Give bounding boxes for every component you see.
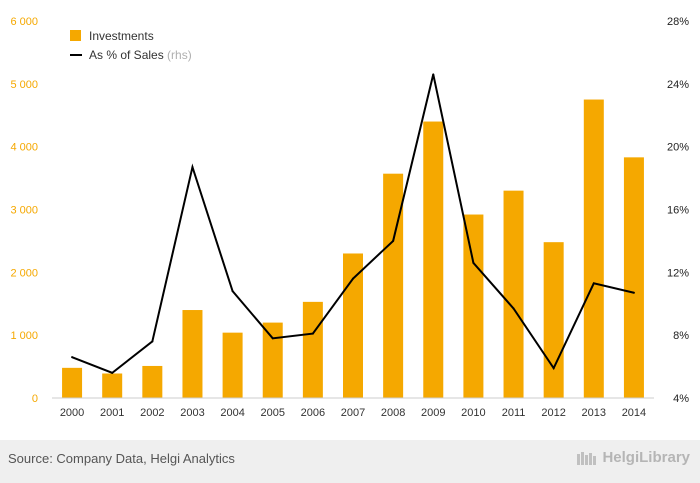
point-percent-of-sales-2013	[592, 282, 595, 285]
legend-swatch-investments	[70, 30, 81, 41]
x-axis-labels: 2000 2001 2002 2003 2004 2005 2006 2007 2008 2009…	[60, 407, 646, 419]
x-tick-label: 2007	[341, 407, 365, 419]
bar-investments-2000	[62, 367, 83, 398]
left-tick-label: 5 000	[10, 79, 38, 91]
bar-investments-2011	[503, 190, 524, 398]
point-percent-of-sales-2000	[71, 356, 74, 359]
bar-investments-2001	[102, 373, 123, 398]
right-tick-label: 24%	[667, 79, 689, 91]
bar-investments-2005	[262, 322, 283, 398]
point-percent-of-sales-2005	[271, 337, 274, 340]
left-tick-label: 4 000	[10, 142, 38, 154]
point-percent-of-sales-2008	[392, 239, 395, 242]
bar-investments-2013	[583, 99, 604, 399]
point-percent-of-sales-2004	[231, 290, 234, 293]
legend: Investments As % of Sales (rhs)	[70, 29, 192, 62]
left-tick-label: 3 000	[10, 205, 38, 217]
x-tick-label: 2014	[622, 407, 646, 419]
point-percent-of-sales-2014	[632, 291, 635, 294]
point-percent-of-sales-2010	[472, 261, 475, 264]
line-series	[71, 73, 635, 375]
chart-svg: 0 1 000 2 000 3 000 4 000 5 000 6 000 4% 8% 12% 1…	[10, 16, 689, 419]
x-tick-label: 2000	[60, 407, 84, 419]
right-axis: 4% 8% 12% 16% 20% 24% 28%	[667, 16, 689, 405]
bar-investments-2009	[423, 121, 444, 399]
right-tick-label: 20%	[667, 142, 689, 154]
left-tick-label: 6 000	[10, 16, 38, 28]
x-tick-label: 2010	[461, 407, 485, 419]
bar-investments-2012	[543, 242, 564, 398]
left-tick-label: 1 000	[10, 330, 38, 342]
source-text: Source: Company Data, Helgi Analytics	[8, 451, 235, 466]
x-tick-label: 2006	[301, 407, 325, 419]
point-percent-of-sales-2012	[552, 367, 555, 370]
right-tick-label: 12%	[667, 267, 689, 279]
x-tick-label: 2012	[541, 407, 565, 419]
legend-label-percent-sales-name: As % of Sales	[89, 48, 164, 62]
legend-label-percent-sales: As % of Sales (rhs)	[89, 48, 192, 62]
left-axis: 0 1 000 2 000 3 000 4 000 5 000 6 000	[10, 16, 38, 405]
brand-name: HelgiLibrary	[602, 449, 690, 466]
brand-logo: HelgiLibrary	[576, 449, 690, 466]
bar-investments-2008	[383, 173, 404, 398]
point-percent-of-sales-2011	[512, 307, 515, 310]
point-percent-of-sales-2003	[191, 166, 194, 169]
x-tick-label: 2002	[140, 407, 164, 419]
bar-investments-2004	[222, 332, 243, 398]
right-tick-label: 4%	[673, 393, 689, 405]
x-tick-label: 2004	[220, 407, 244, 419]
bar-investments-2014	[623, 157, 644, 398]
bars	[62, 99, 644, 399]
x-tick-label: 2013	[582, 407, 606, 419]
bar-investments-2007	[343, 253, 363, 398]
point-percent-of-sales-2006	[311, 332, 314, 335]
legend-label-rhs: (rhs)	[167, 48, 192, 62]
x-tick-label: 2009	[421, 407, 445, 419]
x-tick-label: 2001	[100, 407, 124, 419]
right-tick-label: 8%	[673, 330, 689, 342]
right-tick-label: 28%	[667, 16, 689, 28]
point-percent-of-sales-2007	[352, 277, 354, 280]
legend-label-investments: Investments	[89, 29, 154, 43]
x-tick-label: 2005	[260, 407, 284, 419]
right-tick-label: 16%	[667, 205, 689, 217]
library-icon	[577, 451, 597, 465]
bar-investments-2006	[302, 301, 323, 398]
left-tick-label: 2 000	[10, 267, 38, 279]
point-percent-of-sales-2001	[111, 371, 114, 374]
point-percent-of-sales-2002	[151, 340, 154, 343]
bar-investments-2003	[182, 310, 203, 398]
bar-investments-2002	[142, 365, 163, 398]
x-tick-label: 2003	[180, 407, 204, 419]
footer: Source: Company Data, Helgi Analytics He…	[0, 440, 700, 483]
x-tick-label: 2008	[381, 407, 405, 419]
left-tick-label: 0	[32, 393, 38, 405]
point-percent-of-sales-2009	[432, 73, 435, 76]
bar-investments-2010	[463, 214, 484, 398]
x-tick-label: 2011	[502, 407, 526, 419]
